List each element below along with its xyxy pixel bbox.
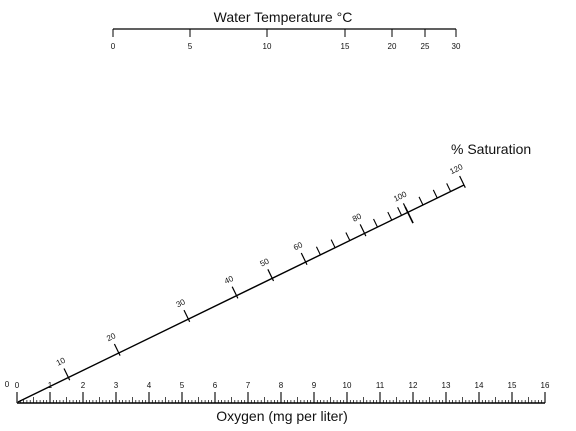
saturation-tick-label: 100 — [392, 189, 408, 203]
saturation-tick — [113, 343, 120, 354]
saturation-minor-tick — [397, 207, 403, 216]
saturation-tick-label: 120 — [448, 162, 464, 176]
oxygen-tick-label: 11 — [376, 381, 385, 390]
oxygen-tick-label: 5 — [180, 381, 185, 390]
saturation-tick-label: 80 — [351, 211, 363, 223]
saturation-tick — [364, 233, 367, 237]
saturation-scale-title: % Saturation — [451, 141, 531, 157]
oxygen-tick-label: 0 — [15, 381, 20, 390]
oxygen-tick-label: 10 — [343, 381, 352, 390]
saturation-tick — [463, 184, 466, 188]
oxygen-tick-label: 14 — [475, 381, 484, 390]
oxygen-tick-label: 3 — [114, 381, 119, 390]
oxygen-tick-label: 7 — [246, 381, 251, 390]
saturation-tick-label: 30 — [175, 297, 187, 309]
temperature-tick-label: 20 — [388, 42, 397, 51]
oxygen-tick-label: 2 — [81, 381, 86, 390]
temperature-tick-label: 5 — [188, 42, 193, 51]
temperature-scale-title: Water Temperature °C — [214, 9, 353, 25]
saturation-minor-tick — [418, 196, 424, 206]
oxygen-tick-label: 13 — [442, 381, 451, 390]
temperature-scale: 0 5 10 15 20 25 30 — [111, 28, 461, 51]
saturation-tick — [183, 309, 189, 320]
saturation-tick-label: 10 — [55, 355, 67, 367]
saturation-minor-tick — [330, 239, 336, 248]
saturation-tick — [236, 295, 239, 299]
saturation-minor-tick — [315, 246, 321, 256]
oxygen-tick-label: 6 — [213, 381, 218, 390]
oxygen-tick-label: 9 — [312, 381, 317, 390]
oxygen-scale-title: Oxygen (mg per liter) — [216, 408, 347, 424]
saturation-axis-line — [17, 184, 465, 403]
saturation-minor-tick — [387, 211, 393, 221]
saturation-tick-label: 40 — [223, 274, 235, 286]
temperature-tick-label: 10 — [263, 42, 272, 51]
saturation-tick — [305, 261, 308, 265]
oxygen-tick-label: 8 — [279, 381, 284, 390]
oxygen-scale: 0 1 2 3 4 5 6 7 8 9 10 11 12 13 14 15 16 — [15, 381, 550, 404]
saturation-tick — [187, 318, 191, 323]
saturation-tick — [118, 352, 121, 356]
saturation-tick — [271, 278, 275, 282]
oxygen-tick-label: 12 — [409, 381, 418, 390]
temperature-tick-label: 30 — [452, 42, 461, 51]
saturation-minor-tick — [446, 183, 452, 192]
oxygen-tick-label: 4 — [147, 381, 152, 390]
saturation-tick-label: 50 — [259, 256, 271, 268]
saturation-tick-label: 0 — [5, 380, 10, 389]
saturation-tick-label: 60 — [292, 240, 304, 252]
temperature-tick-label: 0 — [111, 42, 116, 51]
saturation-tick — [267, 269, 273, 279]
oxygen-tick-label: 16 — [541, 381, 550, 390]
saturation-tick — [63, 368, 69, 378]
saturation-tick — [67, 377, 71, 381]
saturation-tick — [359, 224, 366, 234]
oxygen-tick-label: 15 — [508, 381, 517, 390]
oxygen-tick-label: 1 — [48, 381, 53, 390]
saturation-tick — [459, 175, 465, 186]
temperature-tick-label: 15 — [341, 42, 350, 51]
saturation-minor-tick — [345, 232, 351, 241]
temperature-tick-label: 25 — [421, 42, 430, 51]
saturation-tick-label: 20 — [105, 331, 117, 343]
saturation-minor-tick — [373, 218, 378, 228]
saturation-tick — [231, 286, 238, 296]
saturation-minor-tick — [432, 189, 438, 199]
saturation-marker — [404, 206, 414, 224]
saturation-tick — [300, 252, 307, 263]
